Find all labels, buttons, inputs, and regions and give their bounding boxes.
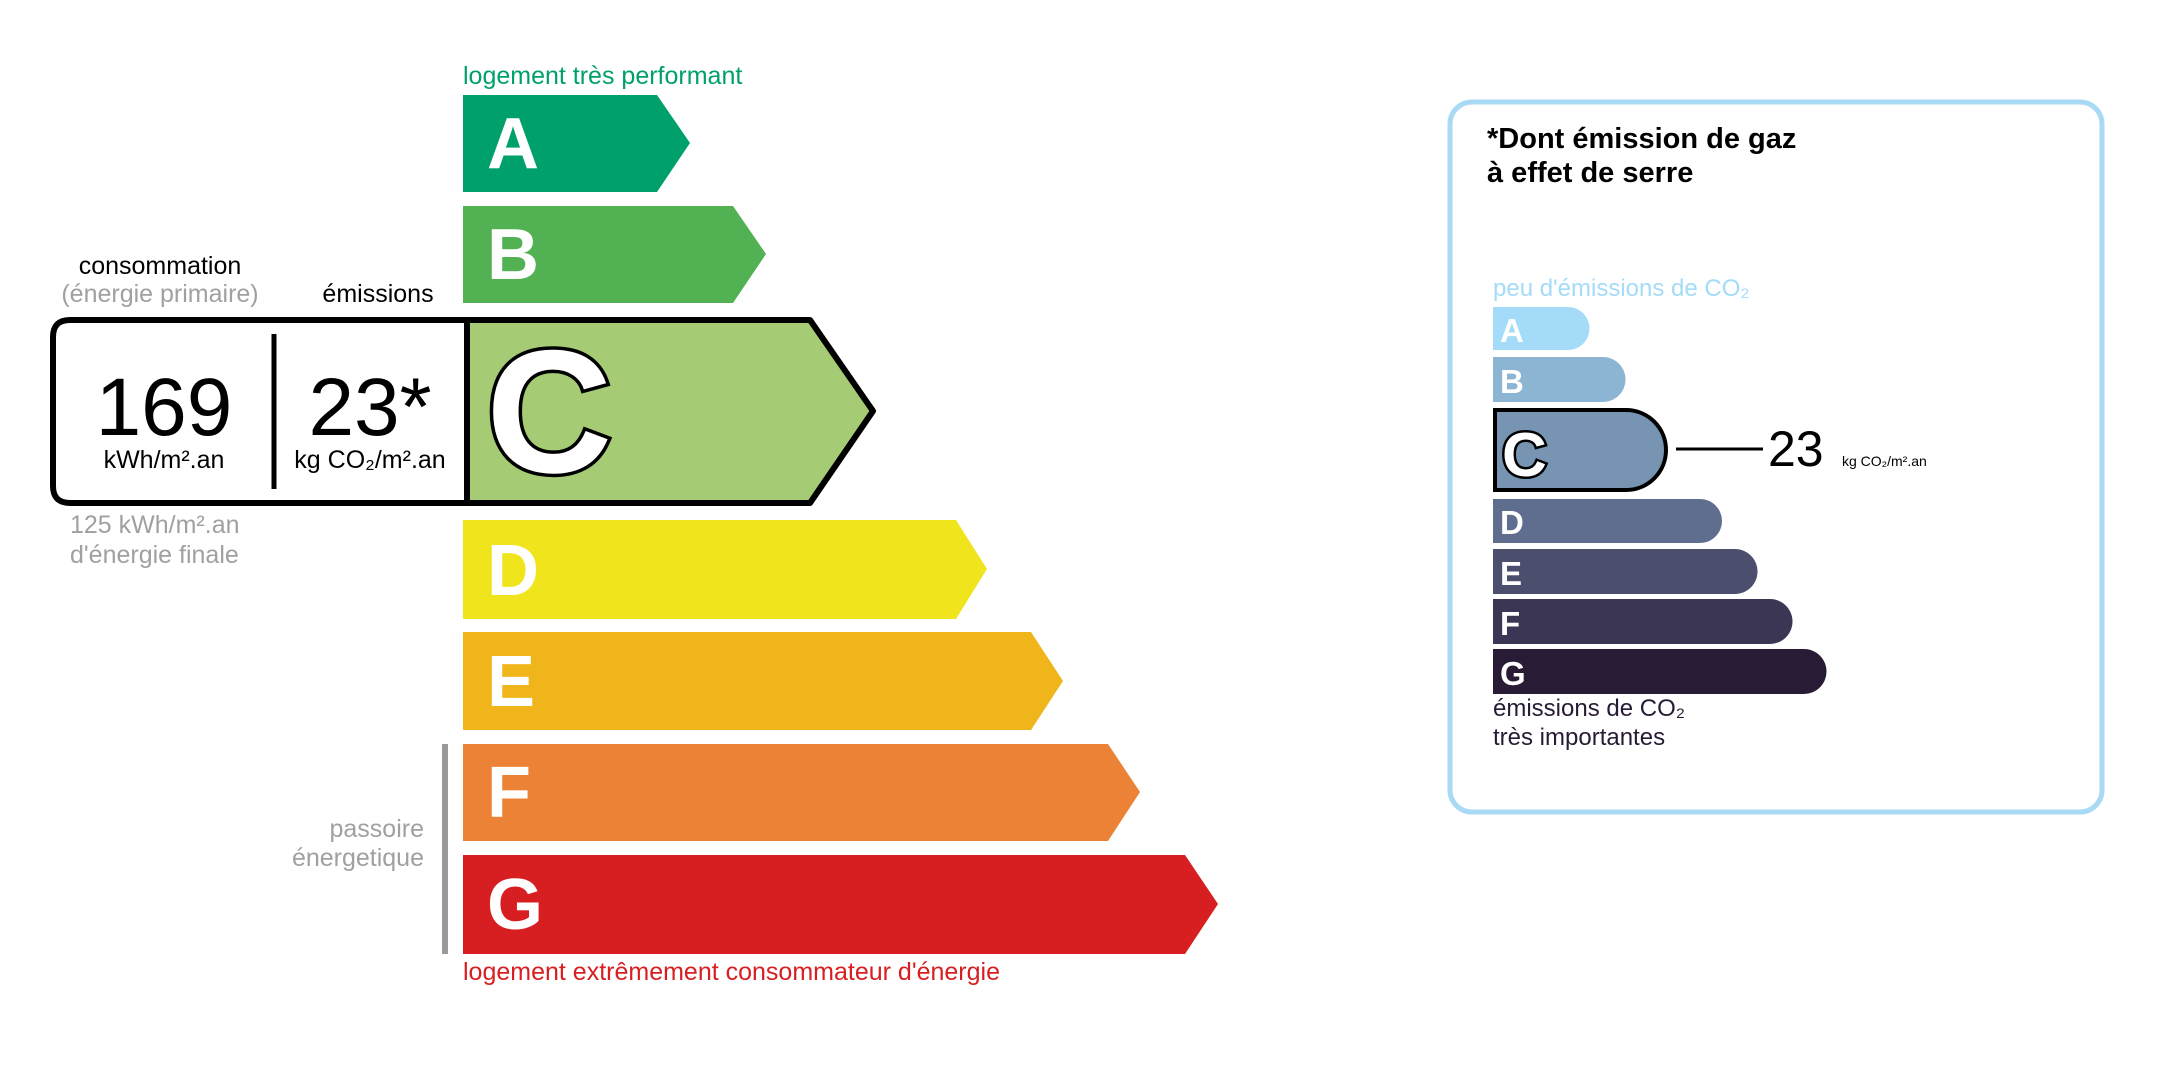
emissions-label: émissions [322,280,433,308]
dpe-letter-g: G [487,865,543,945]
ges-bar-d: D [1493,499,1722,543]
passoire-label-1: passoire [330,815,425,843]
consumption-label: consommation [79,252,242,280]
ges-letter-b: B [1500,363,1524,400]
emissions-unit: kg CO₂/m².an [294,446,445,474]
dpe-bar-g: G [463,855,1218,954]
ges-bar-f: F [1493,599,1793,644]
ges-top-label: peu d'émissions de CO₂ [1493,275,1750,302]
dpe-current-class: C 169 kWh/m².an 23* kg CO₂/m².an [50,312,876,514]
dpe-bar-f: F [463,744,1140,841]
passoire-label-2: énergetique [292,844,424,872]
ges-bar-c-current: C [1493,408,1668,493]
ges-value: 23 [1768,421,1824,477]
emissions-value: 23* [308,362,431,453]
dpe-bar-a: A [463,95,690,192]
dpe-bar-d: D [463,520,987,619]
final-energy-label: d'énergie finale [70,541,239,569]
dpe-top-label: logement très performant [463,62,742,90]
dpe-letter-f: F [487,753,531,833]
ges-letter-e: E [1500,555,1522,592]
dpe-letter-b: B [487,215,539,295]
ges-letter-g: G [1500,655,1526,692]
dpe-letter-e: E [487,642,535,722]
ges-bar-b: B [1493,357,1626,402]
ges-title-2: à effet de serre [1487,157,1693,189]
ges-bar-g: G [1493,649,1827,694]
dpe-bar-b: B [463,206,766,303]
consumption-sublabel: (énergie primaire) [61,280,258,308]
ges-unit: kg CO₂/m².an [1842,453,1927,469]
dpe-bottom-label: logement extrêmement consommateur d'éner… [463,958,1000,986]
dpe-letter-d: D [487,531,539,611]
ges-title-1: *Dont émission de gaz [1487,123,1796,155]
ges-letter-a: A [1500,312,1524,349]
ges-letter-d: D [1500,504,1524,541]
ges-bar-a: A [1493,307,1590,350]
dpe-letter-a: A [487,104,539,184]
final-energy-value: 125 kWh/m².an [70,511,240,539]
ges-letter-c: C [1502,421,1547,490]
ges-letter-f: F [1500,605,1520,642]
dpe-bar-e: E [463,632,1063,730]
consumption-value: 169 [96,362,233,453]
ges-bottom-label-1: émissions de CO₂ [1493,695,1685,722]
dpe-letter-c: C [486,315,612,510]
consumption-unit: kWh/m².an [104,446,225,474]
ges-bottom-label-2: très importantes [1493,724,1665,751]
ges-bar-e: E [1493,549,1758,594]
